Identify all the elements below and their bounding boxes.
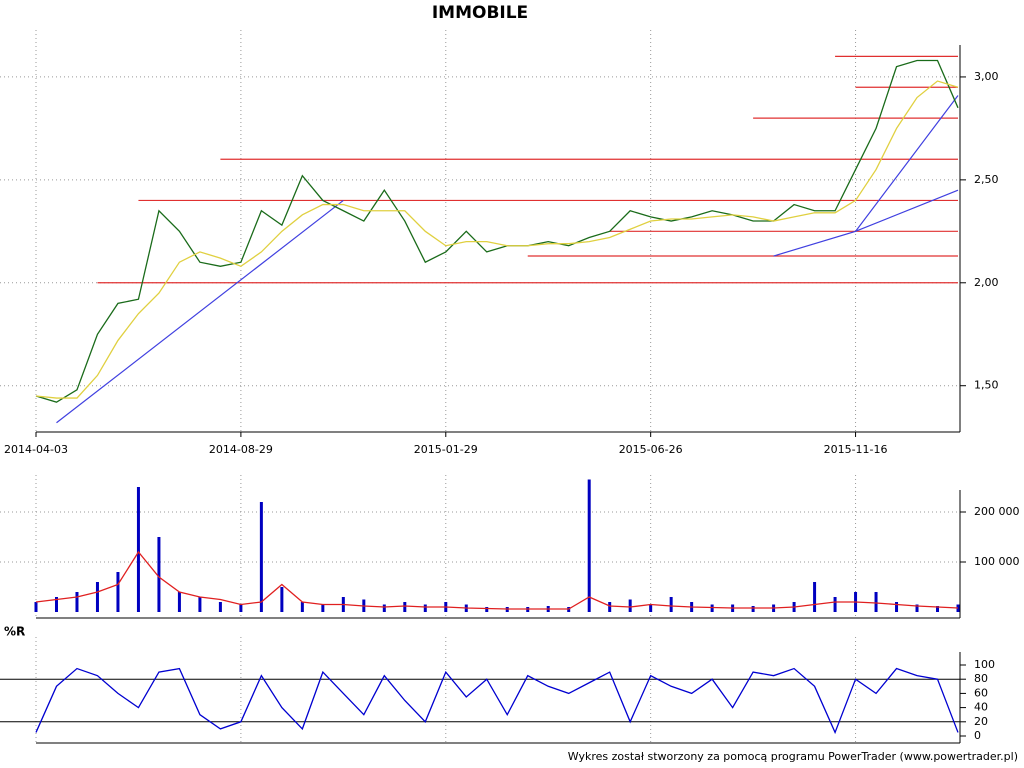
x-tick-label: 2014-08-29 bbox=[209, 443, 273, 456]
y-tick-label: 40 bbox=[974, 701, 988, 714]
volume-bar bbox=[218, 602, 222, 612]
volume-bar bbox=[485, 607, 489, 612]
volume-bar bbox=[177, 592, 181, 612]
series-line bbox=[35, 59, 959, 403]
volume-bar bbox=[915, 604, 919, 612]
volume-bar bbox=[608, 602, 612, 612]
panel-title: %R bbox=[4, 625, 25, 639]
volume-bar bbox=[280, 587, 284, 612]
volume-bar bbox=[75, 592, 79, 612]
volume-bar bbox=[34, 602, 38, 612]
volume-bar bbox=[936, 606, 940, 612]
volume-bar bbox=[895, 602, 899, 612]
trend-line bbox=[56, 199, 344, 424]
volume-bar bbox=[54, 597, 58, 612]
volume-bar bbox=[423, 604, 427, 612]
volume-bar bbox=[587, 479, 591, 612]
series-line bbox=[35, 80, 959, 399]
volume-bar bbox=[628, 599, 632, 612]
y-tick-label: 2,00 bbox=[974, 276, 999, 289]
y-tick-label: 3,00 bbox=[974, 70, 999, 83]
trend-line bbox=[855, 189, 959, 232]
chart-title: IMMOBILE bbox=[432, 3, 528, 23]
y-tick-label: 2,50 bbox=[974, 173, 999, 186]
y-tick-label: 20 bbox=[974, 715, 988, 728]
series-line bbox=[35, 550, 959, 610]
y-tick-label: 100 bbox=[974, 658, 995, 671]
y-tick-label: 100 000 bbox=[974, 555, 1020, 568]
volume-bar bbox=[136, 487, 140, 612]
volume-bar bbox=[259, 502, 263, 612]
volume-bar bbox=[751, 606, 755, 612]
volume-bar bbox=[710, 604, 714, 612]
y-tick-label: 1,50 bbox=[974, 379, 999, 392]
volume-bar bbox=[669, 597, 673, 612]
y-tick-label: 80 bbox=[974, 672, 988, 685]
y-tick-label: 60 bbox=[974, 686, 988, 699]
volume-bar bbox=[833, 597, 837, 612]
volume-bar bbox=[403, 602, 407, 612]
x-tick-label: 2015-01-29 bbox=[414, 443, 478, 456]
volume-bar bbox=[116, 572, 120, 612]
volume-bar bbox=[157, 537, 161, 612]
x-tick-label: 2015-06-26 bbox=[619, 443, 683, 456]
volume-bar bbox=[382, 604, 386, 612]
volume-bar bbox=[239, 604, 243, 612]
volume-bar bbox=[874, 592, 878, 612]
volume-bar bbox=[198, 597, 202, 612]
y-tick-label: 200 000 bbox=[974, 505, 1020, 518]
series-line bbox=[35, 667, 959, 735]
footer: Wykres został stworzony za pomocą progra… bbox=[568, 750, 1018, 763]
y-tick-label: 0 bbox=[974, 729, 981, 742]
volume-bar bbox=[321, 604, 325, 612]
x-tick-label: 2015-11-16 bbox=[824, 443, 888, 456]
volume-bar bbox=[813, 582, 817, 612]
volume-bar bbox=[95, 582, 99, 612]
volume-bar bbox=[649, 604, 653, 612]
volume-bar bbox=[956, 604, 960, 612]
x-tick-label: 2014-04-03 bbox=[4, 443, 68, 456]
volume-bar bbox=[300, 602, 304, 612]
